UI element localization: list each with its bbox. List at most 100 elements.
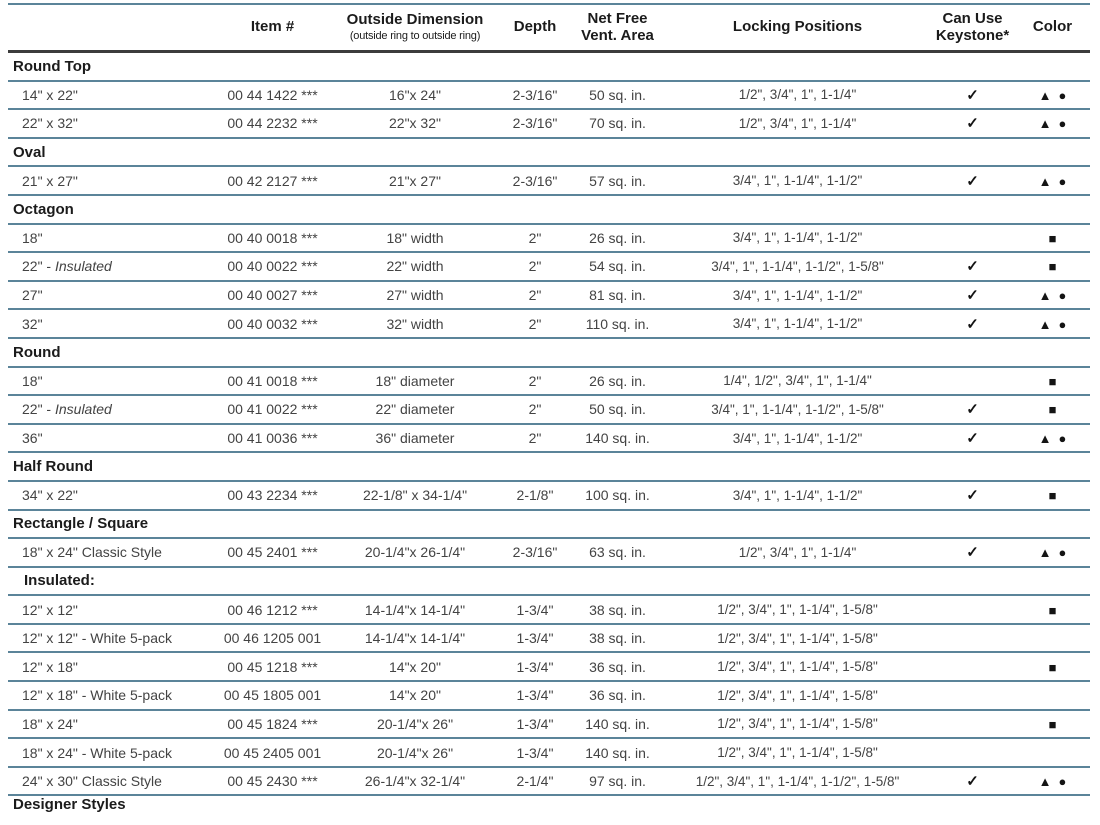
color-symbols-cell: ▲ ● <box>1015 430 1090 446</box>
keystone-cell: ✓ <box>930 286 1015 304</box>
depth-cell: 2" <box>528 229 542 246</box>
vent-area-cell: 50 sq. in. <box>589 86 646 103</box>
product-name-cell: 36" <box>22 430 43 447</box>
outside-dimension-cell: 14-1/4"x 14-1/4" <box>364 601 466 618</box>
vent-area-cell: 97 sq. in. <box>589 773 646 790</box>
product-name-cell: 22" - Insulated <box>22 258 112 275</box>
check-icon: ✓ <box>966 487 979 505</box>
locking-positions-cell: 1/2", 3/4", 1", 1-1/4" <box>738 115 857 131</box>
depth-cell: 2-1/8" <box>516 487 554 504</box>
check-icon: ✓ <box>966 430 979 448</box>
square-icon: ■ <box>1048 716 1057 732</box>
locking-positions-cell: 1/4", 1/2", 3/4", 1", 1-1/4" <box>723 373 872 389</box>
color-symbols-cell: ▲ ● <box>1015 115 1090 131</box>
item-number-cell: 00 41 0022 *** <box>227 401 318 418</box>
circle-icon: ● <box>1058 316 1067 332</box>
check-icon: ✓ <box>966 315 979 333</box>
outside-dimension-cell: 22" width <box>386 258 444 275</box>
outside-dimension-cell: 18" width <box>386 229 444 246</box>
item-number-cell: 00 46 1205 001 <box>223 630 322 647</box>
outside-dimension-cell: 16"x 24" <box>389 86 441 103</box>
locking-positions-cell: 1/2", 3/4", 1", 1-1/4" <box>738 87 857 103</box>
square-icon: ■ <box>1048 659 1057 675</box>
table-row: 14" x 22" 00 44 1422 *** 16"x 24" 2-3/16" 50… <box>8 82 1090 111</box>
table-row: 21" x 27" 00 42 2127 *** 21"x 27" 2-3/16" 57… <box>8 167 1090 196</box>
col-header-keystone-line2: Keystone* <box>935 26 1010 44</box>
locking-positions-cell: 1/2", 3/4", 1", 1-1/4", 1-5/8" <box>717 630 878 646</box>
locking-positions-cell: 1/2", 3/4", 1", 1-1/4", 1-5/8" <box>717 745 878 761</box>
outside-dimension-cell: 36" diameter <box>375 430 455 447</box>
vent-area-cell: 140 sq. in. <box>585 744 650 761</box>
section-header: Oval <box>13 143 46 161</box>
color-symbols-cell: ■ <box>1015 258 1090 274</box>
locking-positions-cell: 3/4", 1", 1-1/4", 1-1/2" <box>732 230 863 246</box>
col-header-vent-area-line2: Vent. Area <box>581 26 654 44</box>
insulated-label: Insulated <box>54 401 112 418</box>
locking-positions-cell: 3/4", 1", 1-1/4", 1-1/2" <box>732 173 863 189</box>
depth-cell: 1-3/4" <box>516 630 554 647</box>
table-row: 22" - Insulated 00 41 0022 *** 22" diamete… <box>8 396 1090 425</box>
table-row: 34" x 22" 00 43 2234 *** 22-1/8" x 34-1/4"… <box>8 482 1090 511</box>
col-header-outside-dimension-title: Outside Dimension <box>346 11 484 29</box>
locking-positions-cell: 1/2", 3/4", 1", 1-1/4", 1-5/8" <box>717 687 878 703</box>
section-header: Rectangle / Square <box>13 515 149 533</box>
col-header-depth: Depth <box>513 18 557 36</box>
keystone-cell: ✓ <box>930 114 1015 132</box>
section-row: Half Round <box>8 453 1090 482</box>
depth-cell: 1-3/4" <box>516 687 554 704</box>
keystone-cell: ✓ <box>930 172 1015 190</box>
color-symbols-cell: ■ <box>1015 373 1090 389</box>
triangle-icon: ▲ <box>1038 87 1052 103</box>
section-header: Half Round <box>13 458 93 476</box>
vent-area-cell: 38 sq. in. <box>589 601 646 618</box>
locking-positions-cell: 3/4", 1", 1-1/4", 1-1/2", 1-5/8" <box>711 401 884 417</box>
product-name-cell: 22" - Insulated <box>22 401 112 418</box>
color-symbols-cell: ■ <box>1015 716 1090 732</box>
outside-dimension-cell: 27" width <box>386 287 444 304</box>
depth-cell: 2" <box>528 430 542 447</box>
depth-cell: 2" <box>528 287 542 304</box>
item-number-cell: 00 45 1218 *** <box>227 658 318 675</box>
table-row: 18" 00 40 0018 *** 18" width 2" 26 sq. in. 3/… <box>8 225 1090 254</box>
table-row: 36" 00 41 0036 *** 36" diameter 2" 140 sq. i… <box>8 425 1090 454</box>
col-header-keystone: Can Use Keystone* <box>930 10 1015 45</box>
vent-area-cell: 26 sq. in. <box>589 372 646 389</box>
check-icon: ✓ <box>966 401 979 419</box>
check-icon: ✓ <box>966 544 979 562</box>
triangle-icon: ▲ <box>1038 431 1052 447</box>
item-number-cell: 00 43 2234 *** <box>227 487 318 504</box>
section-row: Octagon <box>8 196 1090 225</box>
color-symbols-cell: ■ <box>1015 659 1090 675</box>
locking-positions-cell: 3/4", 1", 1-1/4", 1-1/2" <box>732 316 863 332</box>
outside-dimension-cell: 22" diameter <box>375 401 455 418</box>
product-name-cell: 24" x 30" Classic Style <box>22 773 162 790</box>
vent-area-cell: 54 sq. in. <box>589 258 646 275</box>
check-icon: ✓ <box>966 115 979 133</box>
table-row: 12" x 12" - White 5-pack 00 46 1205 001 14… <box>8 625 1090 654</box>
outside-dimension-cell: 14"x 20" <box>389 658 441 675</box>
keystone-cell: ✓ <box>930 315 1015 333</box>
col-header-outside-dimension-subtitle: (outside ring to outside ring) <box>349 30 481 43</box>
keystone-cell: ✓ <box>930 86 1015 104</box>
color-symbols-cell: ▲ ● <box>1015 173 1090 189</box>
item-number-cell: 00 41 0036 *** <box>227 430 318 447</box>
check-icon: ✓ <box>966 86 979 104</box>
square-icon: ■ <box>1048 488 1057 504</box>
square-icon: ■ <box>1048 402 1057 418</box>
col-header-vent-area: Net Free Vent. Area <box>570 10 665 45</box>
square-icon: ■ <box>1048 259 1057 275</box>
table-row: 18" 00 41 0018 *** 18" diameter 2" 26 sq. in… <box>8 368 1090 397</box>
vent-area-cell: 50 sq. in. <box>589 401 646 418</box>
table-header: Item # Outside Dimension (outside ring t… <box>8 5 1090 53</box>
vent-area-cell: 26 sq. in. <box>589 229 646 246</box>
product-name-cell: 18" x 24" <box>22 715 78 732</box>
outside-dimension-cell: 20-1/4"x 26-1/4" <box>364 544 466 561</box>
color-symbols-cell: ■ <box>1015 230 1090 246</box>
product-name-cell: 22" x 32" <box>22 115 78 132</box>
circle-icon: ● <box>1058 87 1067 103</box>
color-symbols-cell: ▲ ● <box>1015 773 1090 789</box>
vent-area-cell: 63 sq. in. <box>589 544 646 561</box>
triangle-icon: ▲ <box>1038 116 1052 132</box>
spec-table-body: Round Top 14" x 22" 00 44 1422 *** 16"x 24"… <box>8 53 1090 825</box>
product-name-cell: 27" <box>22 287 43 304</box>
